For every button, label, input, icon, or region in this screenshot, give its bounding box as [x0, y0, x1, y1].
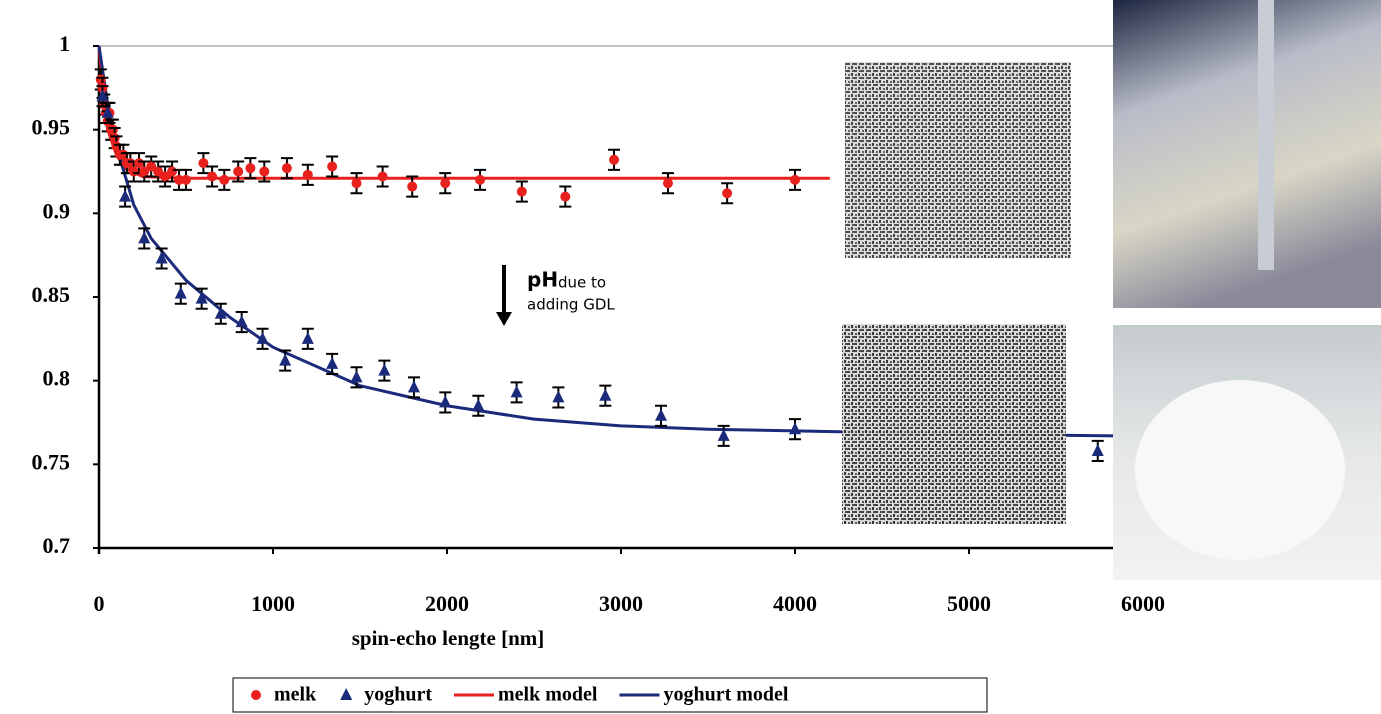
data-point: [516, 186, 527, 197]
data-point: [107, 124, 118, 135]
data-point: [128, 166, 139, 177]
data-point: [350, 370, 363, 383]
data-point: [167, 166, 178, 177]
legend-label: yoghurt model: [663, 684, 788, 706]
data-point: [146, 161, 157, 172]
data-point: [552, 390, 565, 403]
data-point: [655, 408, 668, 421]
data-point: [407, 380, 420, 393]
data-point: [96, 89, 109, 102]
data-point: [790, 174, 800, 185]
data-point: [235, 315, 248, 328]
data-point: [560, 191, 571, 202]
data-point: [326, 356, 339, 369]
data-point: [256, 331, 269, 344]
data-point: [609, 154, 620, 165]
legend: melk yoghurt melk model yoghurt model: [251, 684, 789, 706]
legend-box: [232, 677, 988, 713]
x-tick-label: 4000: [773, 591, 817, 616]
data-point: [233, 166, 244, 177]
data-point: [281, 163, 292, 174]
y-tick-label: 0.9: [43, 198, 71, 223]
data-point: [440, 178, 451, 189]
data-point: [214, 306, 227, 319]
data-point: [377, 171, 388, 182]
data-point: [160, 171, 171, 182]
data-point: [475, 174, 486, 185]
y-tick-label: 0.85: [32, 282, 71, 307]
data-point: [207, 171, 218, 182]
data-point: [259, 166, 270, 177]
x-tick-label: 5000: [947, 591, 991, 616]
annotation-text: due to: [558, 274, 606, 292]
x-tick-label: 0: [94, 591, 105, 616]
data-point: [153, 166, 164, 177]
data-point: [101, 105, 114, 118]
data-point: [219, 174, 230, 185]
data-point: [174, 286, 187, 299]
data-point: [510, 385, 523, 398]
data-point: [662, 178, 673, 189]
x-tick-label: 6000: [1121, 591, 1165, 616]
legend-label: melk model: [498, 684, 598, 706]
data-point: [407, 181, 418, 192]
data-point: [717, 428, 730, 441]
data-point: [378, 363, 391, 376]
plot-area: 0.7 0.75 0.8 0.85 0.9 0.95 1 0 1000 2000 3000 4000 5…: [32, 31, 1166, 616]
milk-photo: [1113, 0, 1381, 308]
legend-marker: [251, 690, 261, 700]
data-point: [599, 388, 612, 401]
legend-marker: [340, 688, 353, 700]
y-tick-label: 0.8: [43, 366, 71, 391]
structure-image: [842, 324, 1066, 524]
data-point: [95, 74, 106, 85]
y-tick-label: 0.7: [43, 533, 71, 558]
legend-label: melk: [274, 684, 317, 706]
data-point: [351, 178, 362, 189]
data-point: [245, 163, 256, 174]
data-point: [119, 189, 132, 202]
arrow: [496, 312, 512, 326]
data-point: [789, 422, 801, 435]
model-line: [97, 45, 1116, 438]
y-tick-label: 0.75: [32, 449, 71, 474]
data-point: [134, 158, 145, 169]
x-axis-label: spin-echo lengte [nm]: [352, 626, 545, 650]
data-point: [174, 174, 185, 185]
annotation-bold: pH: [527, 268, 558, 292]
y-tick-label: 0.95: [32, 115, 71, 140]
data-point: [155, 251, 168, 264]
data-point: [138, 231, 151, 244]
data-point: [472, 398, 485, 411]
milk-photo: [1258, 0, 1274, 270]
data-point: [181, 174, 191, 185]
data-point: [327, 161, 338, 172]
x-tick-label: 2000: [425, 591, 469, 616]
yoghurt-photo: [1135, 380, 1345, 560]
data-point: [1091, 443, 1104, 456]
data-point: [302, 169, 313, 180]
data-point: [279, 353, 292, 366]
data-point: [722, 188, 733, 199]
model-line: [97, 45, 830, 180]
data-point: [139, 166, 150, 177]
legend-label: yoghurt: [364, 684, 432, 706]
data-point: [198, 158, 209, 169]
structure-image: [845, 62, 1071, 258]
x-tick-label: 3000: [599, 591, 643, 616]
data-point: [301, 331, 314, 344]
data-point: [109, 133, 120, 144]
x-tick-label: 1000: [251, 591, 295, 616]
data-point: [195, 291, 208, 304]
data-point: [439, 395, 452, 408]
annotation-text: adding GDL: [527, 296, 615, 314]
y-tick-label: 1: [59, 31, 70, 56]
